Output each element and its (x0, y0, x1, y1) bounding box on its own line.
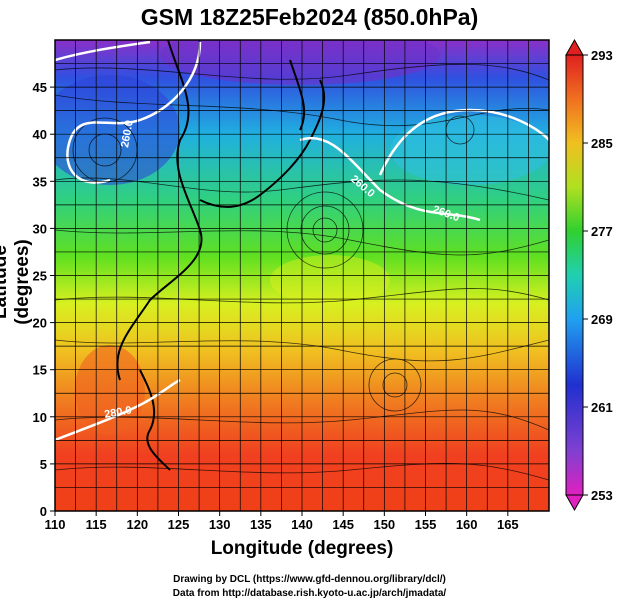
x-tick-label: 150 (373, 517, 395, 532)
colorbar-max-arrow (565, 38, 584, 56)
x-tick-label: 160 (456, 517, 478, 532)
colorbar (565, 54, 584, 496)
contour-label: 260.0 (119, 119, 136, 148)
x-axis-ticks: 110 115 120 125 130 135 140 145 150 155 160 165 (45, 511, 519, 532)
colorbar-tick-label: 253 (591, 488, 613, 503)
colorbar-tick-label: 269 (591, 312, 613, 327)
x-tick-label: 145 (332, 517, 354, 532)
colorbar-tick-label: 285 (591, 136, 613, 151)
y-tick-label: 15 (33, 363, 47, 378)
x-tick-label: 115 (86, 517, 107, 532)
credit-data: Data from http://database.rish.kyoto-u.a… (172, 588, 447, 599)
x-tick-label: 135 (250, 517, 272, 532)
map-title: GSM 18Z25Feb2024 (850.0hPa) (140, 4, 479, 30)
x-tick-label: 155 (415, 517, 437, 532)
x-tick-label: 130 (209, 517, 231, 532)
y-tick-label: 0 (40, 504, 47, 519)
y-tick-label: 20 (33, 316, 47, 331)
colorbar-ticks: 253 261 269 277 285 293 (583, 48, 613, 503)
y-tick-label: 30 (33, 221, 47, 236)
y-axis-ticks: 0 5 10 15 20 25 30 35 40 45 (33, 80, 55, 519)
colorbar-tick-label: 293 (591, 48, 613, 63)
contour-label: 280.0 (103, 404, 132, 421)
y-tick-label: 40 (33, 127, 47, 142)
y-tick-label: 5 (40, 457, 47, 472)
x-tick-label: 120 (126, 517, 148, 532)
y-tick-label: 45 (33, 80, 47, 95)
y-tick-label: 25 (33, 269, 47, 284)
x-tick-label: 125 (168, 517, 190, 532)
x-tick-label: 110 (45, 517, 66, 532)
x-tick-label: 165 (497, 517, 519, 532)
y-tick-label: 35 (33, 174, 47, 189)
contour-lines (55, 40, 549, 442)
lat-lon-grid (55, 40, 549, 511)
credit-drawing: Drawing by DCL (https://www.gfd-dennou.o… (173, 574, 446, 585)
colorbar-min-arrow (565, 494, 584, 512)
y-tick-label: 10 (33, 410, 47, 425)
colorbar-tick-label: 261 (591, 400, 613, 415)
x-axis-label: Longitude (degrees) (210, 538, 394, 559)
colorbar-tick-label: 277 (591, 224, 613, 239)
x-tick-label: 140 (291, 517, 313, 532)
